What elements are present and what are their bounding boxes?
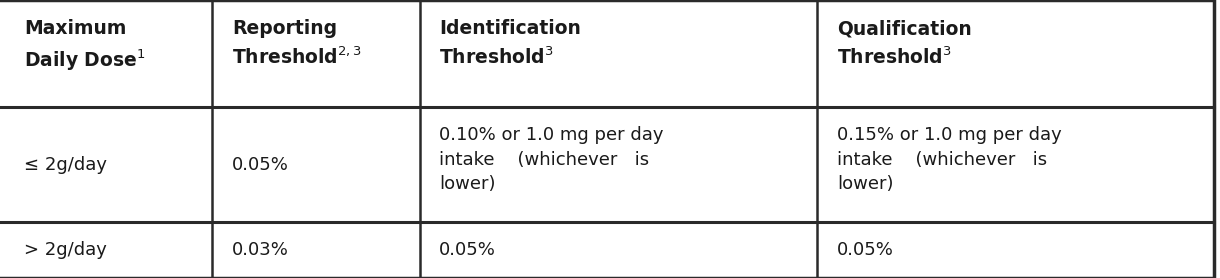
- Text: Maximum
Daily Dose$^1$: Maximum Daily Dose$^1$: [24, 19, 146, 73]
- Text: 0.05%: 0.05%: [837, 241, 894, 259]
- Text: 0.15% or 1.0 mg per day
intake    (whichever   is
lower): 0.15% or 1.0 mg per day intake (whicheve…: [837, 126, 1061, 193]
- Text: 0.05%: 0.05%: [232, 156, 289, 174]
- Text: 0.10% or 1.0 mg per day
intake    (whichever   is
lower): 0.10% or 1.0 mg per day intake (whicheve…: [439, 126, 664, 193]
- Text: Reporting
Threshold$^{2,3}$: Reporting Threshold$^{2,3}$: [232, 19, 361, 68]
- Text: 0.03%: 0.03%: [232, 241, 289, 259]
- Text: ≤ 2g/day: ≤ 2g/day: [24, 156, 107, 174]
- Text: Qualification
Threshold$^3$: Qualification Threshold$^3$: [837, 19, 971, 68]
- Text: 0.05%: 0.05%: [439, 241, 497, 259]
- Text: Identification
Threshold$^3$: Identification Threshold$^3$: [439, 19, 581, 68]
- Text: > 2g/day: > 2g/day: [24, 241, 107, 259]
